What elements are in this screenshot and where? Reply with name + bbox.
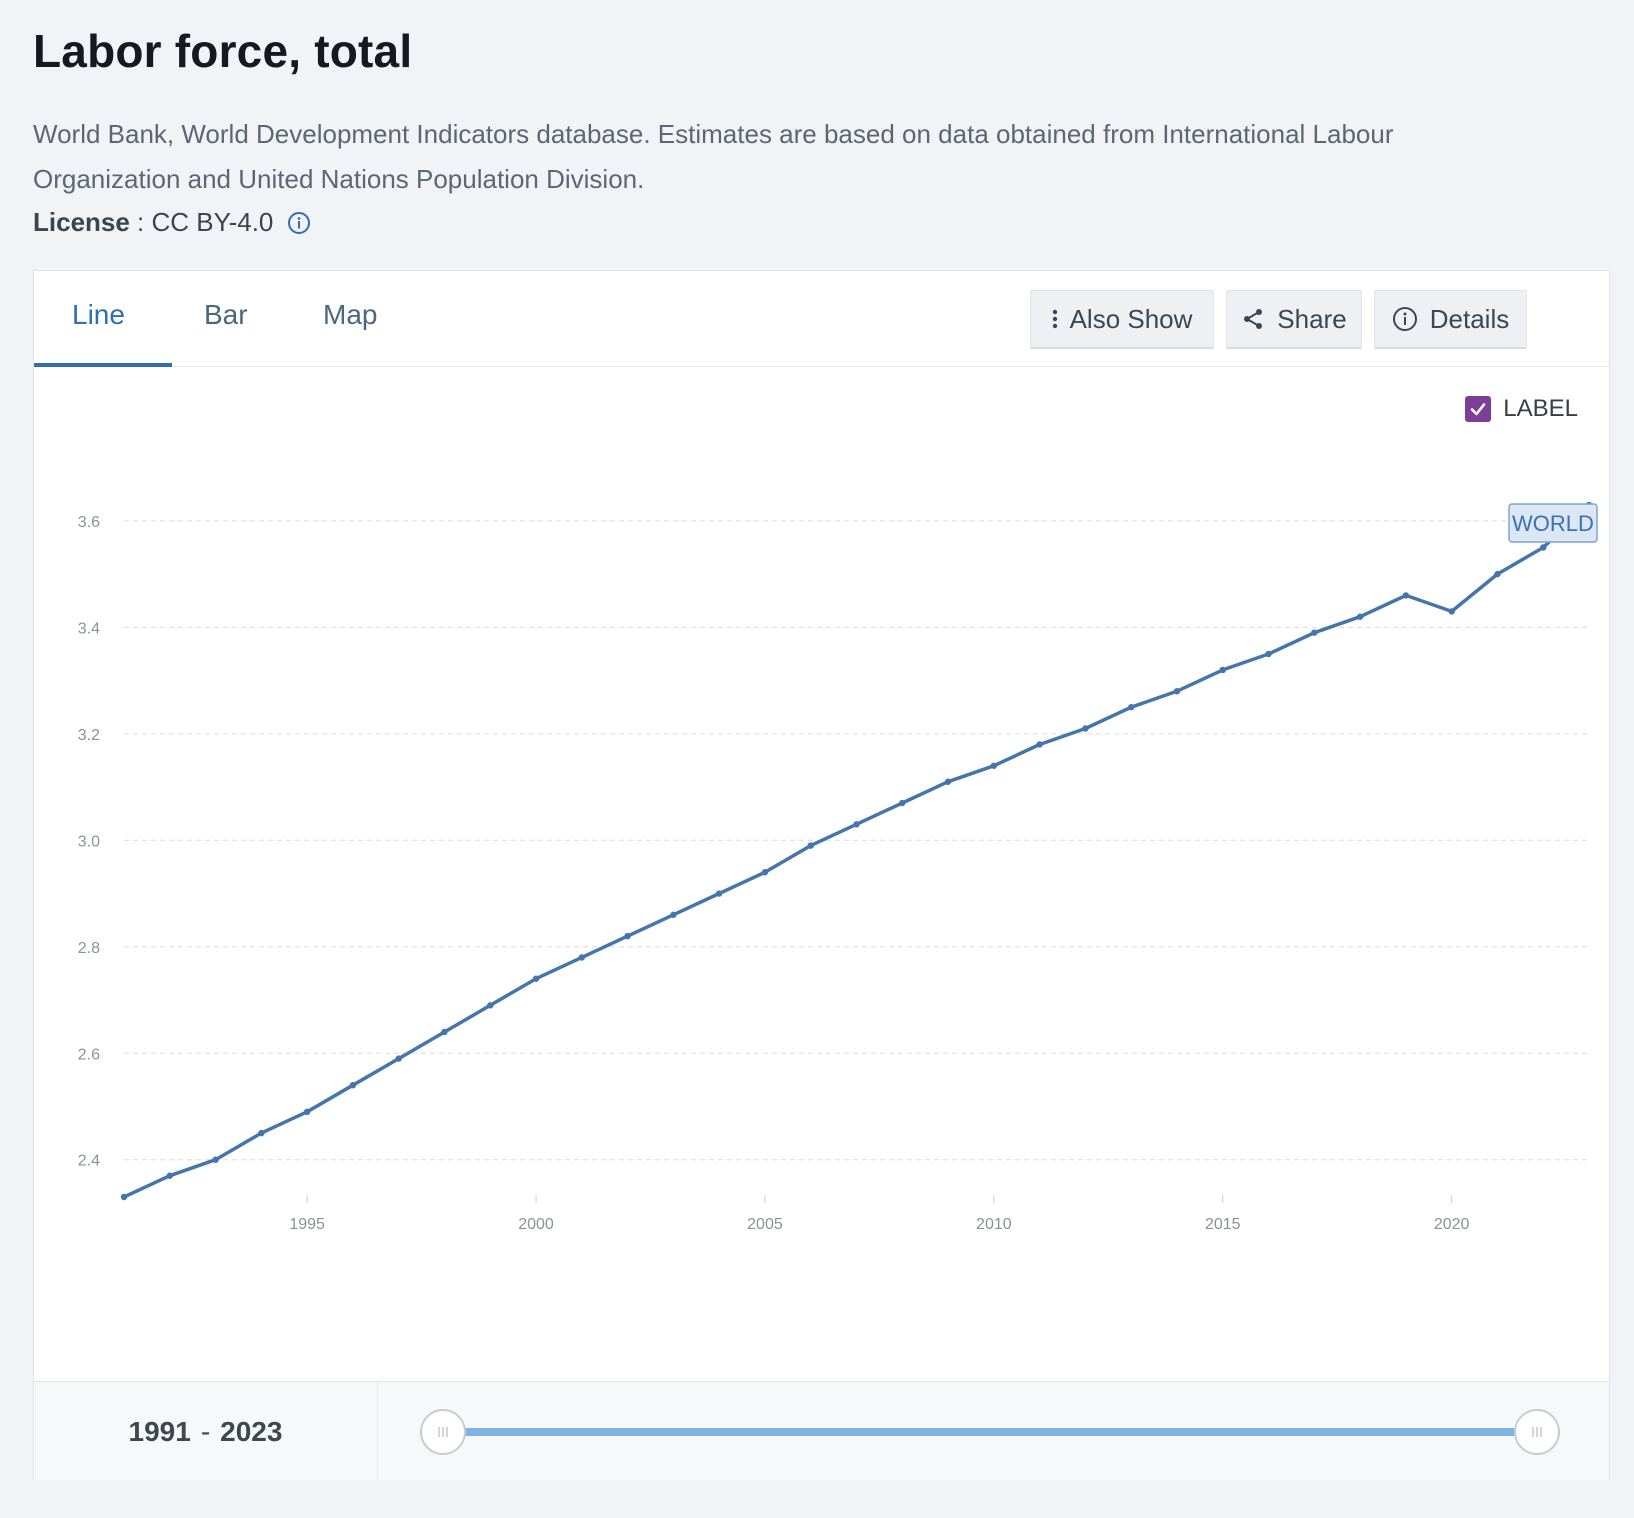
tab-line[interactable]: Line — [72, 299, 125, 330]
series-label-box — [1508, 503, 1598, 543]
label-toggle-text: LABEL — [1503, 395, 1578, 422]
data-point — [715, 890, 723, 897]
data-point — [1173, 688, 1181, 695]
data-point — [761, 869, 769, 876]
data-point — [853, 821, 860, 828]
tab-bar: Line Bar Map Also Show Share Details — [34, 271, 1609, 367]
more-vertical-icon — [1052, 309, 1057, 329]
label-checkbox[interactable] — [1465, 396, 1492, 422]
details-label: Details — [1429, 303, 1510, 334]
license-line: License : CC BY-4.0 — [33, 207, 311, 238]
data-point — [670, 911, 677, 919]
x-tick-label: 2000 — [518, 1216, 554, 1233]
data-point — [1219, 666, 1226, 674]
info-icon[interactable] — [287, 211, 311, 235]
x-tick-label: 2005 — [747, 1216, 783, 1233]
page-title: Labor force, total — [33, 25, 413, 77]
data-point — [899, 799, 906, 807]
share-button[interactable]: Share — [1226, 290, 1362, 349]
data-point — [1448, 608, 1455, 615]
share-icon — [1244, 309, 1263, 329]
data-point — [1311, 629, 1318, 636]
data-point — [1540, 544, 1547, 551]
data-point — [166, 1172, 173, 1179]
label-toggle[interactable]: LABEL — [1465, 395, 1578, 423]
license-separator: : — [129, 207, 152, 237]
data-point — [807, 842, 814, 849]
data-point — [212, 1156, 219, 1163]
range-end: 2023 — [220, 1415, 283, 1447]
range-label: 1991 - 2023 — [34, 1382, 378, 1481]
y-tick-label: 2.6 — [78, 1046, 100, 1063]
series-label: WORLD — [1512, 511, 1594, 536]
info-circle-icon — [1392, 307, 1417, 331]
data-point — [1265, 650, 1272, 658]
series-line — [122, 503, 1591, 1199]
data-point — [624, 932, 631, 940]
data-point — [441, 1028, 448, 1036]
also-show-label: Also Show — [1069, 303, 1193, 334]
year-range-track[interactable] — [446, 1428, 1536, 1436]
x-tick-label: 2010 — [976, 1216, 1012, 1233]
line-chart: 2.4 2.6 2.8 3.0 3.2 3.4 3.6 1995 2000 2005 2010 201… — [78, 501, 1598, 1233]
data-point — [532, 975, 540, 982]
data-point — [990, 762, 998, 769]
chart-card: Line Bar Map Also Show Share Details LAB… — [33, 270, 1610, 1481]
range-footer: 1991 - 2023 — [34, 1381, 1609, 1481]
source-note: World Bank, World Development Indicators… — [33, 119, 1394, 194]
data-point — [303, 1108, 311, 1116]
x-tick-label: 2020 — [1434, 1216, 1470, 1233]
data-point — [1494, 570, 1501, 578]
grip-icon — [1532, 1427, 1542, 1437]
data-point — [120, 1193, 128, 1201]
range-start: 1991 — [128, 1415, 191, 1447]
x-tick-label: 2015 — [1205, 1216, 1241, 1233]
data-point — [1036, 741, 1043, 748]
range-end-handle[interactable] — [1514, 1409, 1560, 1455]
y-tick-label: 3.2 — [78, 727, 100, 744]
data-point — [258, 1129, 265, 1137]
grip-icon — [438, 1427, 448, 1437]
data-point — [395, 1055, 402, 1062]
license-label: License — [33, 207, 130, 237]
x-tick-label: 1995 — [289, 1216, 325, 1233]
license-value: CC BY-4.0 — [151, 207, 274, 237]
active-tab-indicator — [34, 363, 172, 367]
data-point — [1356, 613, 1364, 620]
data-point — [1082, 725, 1089, 732]
also-show-button[interactable]: Also Show — [1030, 290, 1214, 349]
range-start-handle[interactable] — [420, 1409, 466, 1455]
data-point — [944, 778, 952, 785]
data-point — [349, 1082, 357, 1089]
tab-map[interactable]: Map — [323, 299, 378, 330]
data-point — [1127, 704, 1135, 711]
tab-bar-chart[interactable]: Bar — [204, 299, 248, 330]
details-button[interactable]: Details — [1374, 290, 1527, 349]
data-point — [1402, 592, 1410, 599]
y-tick-label: 3.6 — [78, 514, 100, 531]
range-separator: - — [200, 1415, 211, 1447]
y-tick-label: 3.4 — [78, 620, 100, 637]
data-point — [578, 954, 586, 961]
y-tick-label: 2.8 — [78, 940, 100, 957]
y-tick-label: 3.0 — [78, 833, 100, 850]
share-label: Share — [1277, 303, 1347, 334]
y-tick-label: 2.4 — [78, 1153, 100, 1170]
data-point — [487, 1002, 494, 1009]
check-icon — [1470, 403, 1486, 416]
